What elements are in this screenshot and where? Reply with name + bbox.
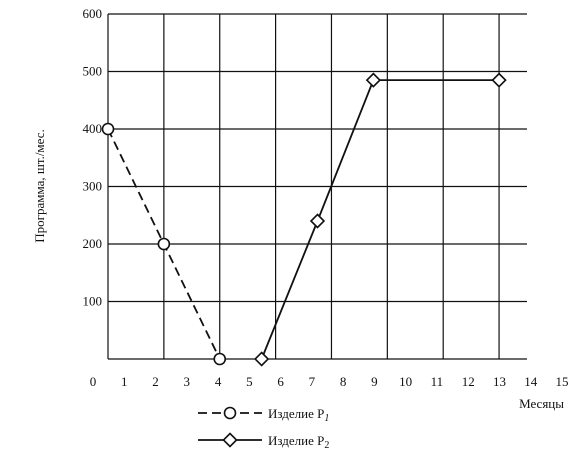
chart-grid	[107, 13, 527, 360]
x-tick-label: 4	[215, 374, 222, 389]
data-point-p2	[254, 351, 270, 367]
data-point-p1	[157, 237, 171, 251]
y-tick-label: 600	[83, 6, 103, 21]
series-layer	[101, 72, 507, 367]
data-point-p2	[309, 213, 326, 229]
x-tick-label: 10	[399, 374, 412, 389]
y-tick-label: 200	[83, 236, 103, 251]
legend-marker-p1	[223, 406, 237, 420]
data-point-p1	[101, 122, 115, 136]
y-tick-label: 400	[83, 121, 103, 136]
legend-label-p1-sub: 1	[324, 413, 329, 424]
x-tick-labels: 0 1 2 3 4 5 6 7 8 9 10 11 12 13 14 15	[90, 374, 569, 389]
x-tick-label: 5	[246, 374, 253, 389]
series-line-p2	[260, 79, 500, 360]
legend-label-p1: Изделие P1	[268, 406, 329, 424]
x-tick-label: 3	[184, 374, 191, 389]
chart-legend: Изделие P1 Изделие P2	[198, 406, 329, 451]
x-tick-label: 7	[309, 374, 316, 389]
x-tick-label: 14	[524, 374, 538, 389]
legend-label-p2-main: Изделие P	[268, 433, 324, 448]
x-tick-label: 9	[371, 374, 378, 389]
x-tick-label: 11	[431, 374, 444, 389]
x-tick-label: 6	[277, 374, 284, 389]
y-tick-label: 100	[83, 294, 103, 309]
x-axis-title: Месяцы	[519, 396, 564, 411]
y-tick-labels: 100 200 300 400 500 600	[83, 6, 103, 309]
x-tick-label: 15	[556, 374, 569, 389]
x-tick-label: 0	[90, 374, 97, 389]
x-tick-label: 1	[121, 374, 128, 389]
y-axis-title: Программа, шт./мес.	[32, 129, 47, 243]
x-tick-label: 2	[152, 374, 159, 389]
legend-marker-p2	[222, 432, 238, 448]
y-tick-label: 300	[83, 179, 103, 194]
legend-label-p1-main: Изделие P	[268, 406, 324, 421]
legend-item-p1: Изделие P1	[198, 406, 329, 424]
data-point-p2	[491, 72, 507, 88]
x-tick-label: 13	[493, 374, 506, 389]
x-tick-label: 12	[462, 374, 475, 389]
legend-label-p2: Изделие P2	[268, 433, 329, 451]
legend-label-p2-sub: 2	[324, 440, 329, 451]
y-tick-label: 500	[83, 64, 103, 79]
x-tick-label: 8	[340, 374, 347, 389]
data-point-p1	[213, 352, 227, 366]
legend-item-p2: Изделие P2	[198, 432, 329, 451]
data-point-p2	[365, 72, 381, 88]
